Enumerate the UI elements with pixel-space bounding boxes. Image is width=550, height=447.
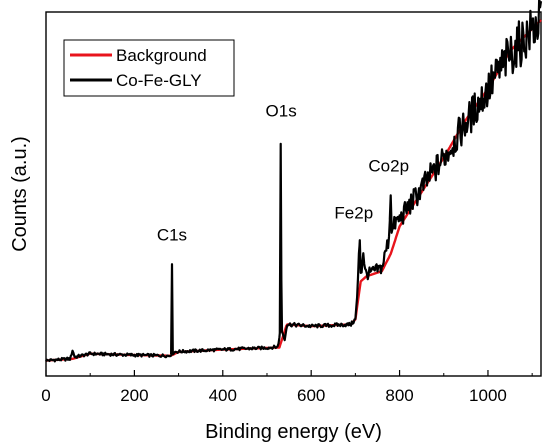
legend: Background Co-Fe-GLY bbox=[63, 39, 235, 97]
x-axis-label: Binding energy (eV) bbox=[205, 421, 382, 443]
annotation-group: C1s O1s Fe2p Co2p bbox=[157, 102, 409, 245]
legend-label-background: Background bbox=[116, 46, 207, 65]
legend-label-co-fe-gly: Co-Fe-GLY bbox=[116, 71, 202, 90]
x-axis-ticks: 0 200 400 600 800 1000 bbox=[41, 370, 533, 405]
series-line-co-fe-gly bbox=[45, 0, 543, 363]
peak-label: Co2p bbox=[368, 157, 409, 176]
plot-frame bbox=[45, 11, 542, 377]
peak-label: Fe2p bbox=[334, 203, 373, 222]
peak-label: C1s bbox=[157, 225, 187, 244]
x-tick-label: 0 bbox=[41, 386, 50, 405]
series-group bbox=[45, 0, 543, 363]
x-tick-label: 800 bbox=[385, 386, 413, 405]
x-tick-label: 400 bbox=[209, 386, 237, 405]
peak-label: O1s bbox=[266, 102, 297, 121]
y-axis-label: Counts (a.u.) bbox=[9, 136, 31, 252]
legend-box bbox=[63, 39, 235, 97]
x-tick-label: 200 bbox=[120, 386, 148, 405]
x-tick-label: 600 bbox=[297, 386, 325, 405]
x-tick-label: 1000 bbox=[469, 386, 507, 405]
